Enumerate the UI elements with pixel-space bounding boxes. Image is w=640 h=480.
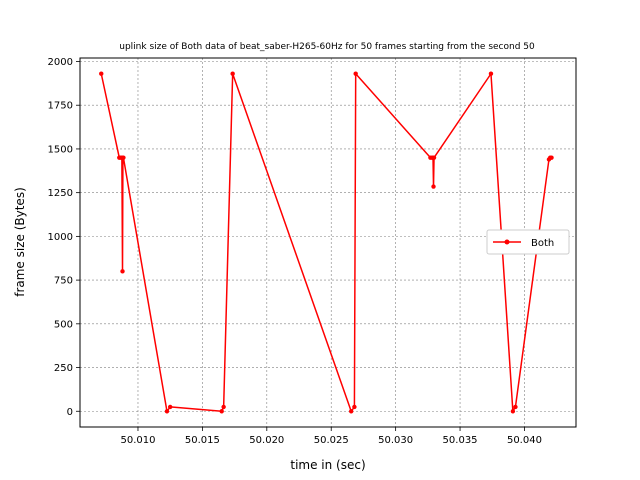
legend-box [486, 229, 570, 255]
chart-title: uplink size of Both data of beat_saber-H… [119, 42, 535, 52]
x-tick-label: 50.025 [314, 435, 349, 446]
series-line [100, 72, 552, 413]
x-tick-label: 50.040 [507, 435, 542, 446]
data-point [221, 404, 226, 410]
y-tick-label: 1500 [48, 144, 73, 155]
y-tick-label: 750 [54, 276, 73, 287]
y-axis-title: frame size (Bytes) [13, 187, 27, 297]
y-tick-label: 1250 [48, 188, 73, 199]
y-tick-label: 0 [67, 407, 73, 418]
x-tick-label: 50.010 [120, 435, 155, 446]
y-axis: 0 250 500 750 1000 1250 1500 1750 2000 [48, 57, 80, 418]
data-point [167, 404, 173, 410]
x-tick-label: 50.030 [378, 435, 413, 446]
data-point [121, 155, 126, 160]
y-tick-label: 2000 [48, 57, 73, 68]
data-point [219, 409, 224, 414]
data-point [549, 155, 554, 160]
data-point [488, 71, 494, 76]
y-tick-label: 250 [54, 363, 73, 374]
series-layer [99, 71, 554, 414]
y-tick-label: 1750 [48, 101, 73, 112]
x-tick-label: 50.015 [185, 435, 220, 446]
legend: Both [486, 229, 570, 255]
data-point [431, 155, 437, 160]
legend-label: Both [531, 238, 554, 249]
data-point [164, 409, 170, 414]
x-axis-title: time in (sec) [290, 458, 365, 472]
x-axis: 50.010 50.015 50.020 50.025 50.030 50.035 50.0… [120, 427, 542, 446]
y-tick-label: 1000 [48, 232, 73, 243]
data-point [230, 71, 235, 76]
data-point [120, 269, 125, 274]
data-point [513, 404, 518, 410]
y-tick-label: 500 [54, 319, 73, 330]
data-point [510, 409, 516, 414]
plot-frame [79, 57, 577, 428]
data-point [352, 404, 357, 410]
x-tick-label: 50.035 [443, 435, 478, 446]
data-point [431, 184, 436, 189]
x-tick-label: 50.020 [249, 435, 284, 446]
data-point [99, 71, 104, 76]
legend-marker [504, 239, 510, 245]
data-point [348, 409, 354, 414]
data-point [353, 71, 358, 76]
